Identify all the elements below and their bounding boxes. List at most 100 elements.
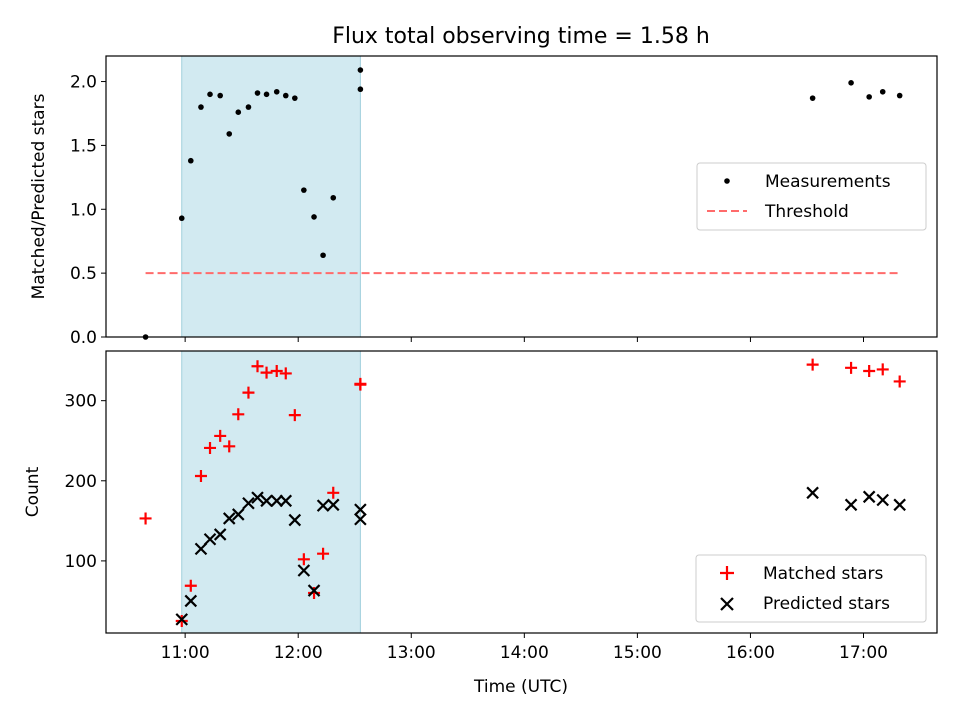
matched-star-point	[232, 408, 245, 421]
matched-star-point	[845, 361, 858, 374]
predicted-star-point	[844, 498, 858, 512]
measurement-points	[142, 67, 903, 340]
top-observing-band	[181, 55, 361, 338]
bottom-legend: Matched stars Predicted stars	[695, 554, 927, 623]
measurement-point	[809, 95, 816, 101]
bottom-y-tick-label: 300	[65, 392, 97, 412]
predicted-star-point	[203, 532, 217, 546]
measurement-point	[187, 157, 194, 164]
predicted-star-point	[213, 528, 227, 541]
legend-matched-label: Matched stars	[763, 564, 883, 584]
bottom-plot-frame	[105, 350, 938, 634]
matched-star-point	[270, 365, 283, 378]
predicted-star-point	[862, 490, 876, 504]
top-panel: 0.00.51.01.52.0 Matched/Predicted stars …	[29, 55, 938, 348]
matched-star-point	[893, 375, 906, 388]
legend-predicted-marker	[720, 597, 734, 611]
predicted-star-point	[806, 486, 819, 500]
bottom-panel: 100 200 300 11:00 12:00 13:00 14:00 15:00 16:00 1…	[23, 350, 938, 697]
x-tick-label: 13:00	[387, 643, 436, 663]
predicted-star-point	[326, 498, 340, 512]
top-y-tick-label: 0.0	[70, 328, 97, 348]
top-axes: 0.0 0.5 1.0 1.5 2.0	[70, 73, 865, 348]
matched-star-point	[863, 365, 876, 378]
x-tick-label: 12:00	[274, 643, 323, 663]
measurement-point	[226, 131, 233, 137]
predicted-star-point	[297, 564, 311, 577]
legend-measurements-marker	[724, 178, 730, 184]
matched-star-point	[279, 367, 292, 380]
matched-star-point	[175, 614, 188, 627]
measurement-point	[207, 91, 213, 98]
predicted-star-point	[222, 512, 236, 525]
matched-star-point	[288, 409, 301, 422]
predicted-star-point	[232, 508, 245, 521]
bottom-y-axis-label: Count	[23, 466, 43, 517]
measurement-point	[330, 194, 337, 201]
bottom-axes: 100 200 300 11:00 12:00 13:00 14:00 15:00 16:00 1…	[65, 392, 888, 663]
x-tick-label: 11:00	[161, 643, 210, 663]
matched-star-point	[327, 486, 340, 499]
x-tick-label: 15:00	[613, 643, 662, 663]
predicted-star-point	[194, 542, 208, 556]
matched-star-point	[308, 586, 321, 599]
matched-star-point	[251, 360, 264, 373]
measurement-point	[245, 104, 252, 110]
predicted-star-point	[354, 512, 367, 526]
x-tick-label: 16:00	[726, 643, 775, 663]
matched-star-point	[139, 512, 152, 525]
measurement-point	[879, 88, 886, 95]
legend-threshold-label: Threshold	[764, 202, 849, 222]
matched-star-point	[876, 363, 889, 376]
predicted-star-point	[288, 513, 302, 527]
matched-star-point	[223, 440, 236, 453]
measurement-point	[198, 104, 204, 110]
bottom-y-tick-label: 200	[65, 472, 97, 492]
predicted-star-point	[270, 494, 283, 508]
predicted-star-point	[893, 498, 906, 512]
predicted-star-point	[184, 594, 198, 608]
predicted-star-point	[876, 493, 890, 507]
matched-star-point	[260, 366, 273, 379]
matched-star-point	[297, 553, 310, 566]
measurement-point	[896, 92, 903, 99]
predicted-star-point	[279, 494, 293, 508]
matched-star-point	[317, 547, 330, 560]
legend-measurements-label: Measurements	[765, 172, 891, 192]
measurement-point	[848, 80, 854, 86]
measurement-point	[357, 86, 364, 93]
matched-star-point	[806, 358, 819, 371]
measurement-point	[217, 92, 223, 99]
matched-star-point	[214, 429, 227, 442]
measurement-point	[866, 94, 872, 100]
predicted-star-point	[242, 496, 255, 510]
matched-star-point	[354, 378, 367, 391]
measurement-point	[292, 95, 298, 101]
top-plot-frame	[105, 55, 938, 338]
matched-star-point	[194, 469, 207, 482]
predicted-star-point	[260, 494, 273, 508]
top-y-tick-label: 1.5	[70, 136, 97, 156]
matched-star-point	[242, 386, 255, 399]
measurement-point	[263, 91, 270, 98]
measurement-point	[273, 88, 280, 95]
measurement-point	[320, 252, 326, 259]
bottom-legend-box	[695, 554, 927, 623]
top-legend-box	[696, 162, 927, 231]
x-tick-label: 17:00	[839, 643, 888, 663]
measurement-point	[357, 67, 364, 73]
top-legend: Measurements Threshold	[696, 162, 927, 231]
top-y-tick-label: 1.0	[70, 200, 97, 220]
x-tick-label: 14:00	[500, 643, 549, 663]
bottom-y-tick-label: 100	[65, 552, 97, 572]
top-y-axis-label: Matched/Predicted stars	[29, 93, 49, 299]
top-y-tick-label: 2.0	[70, 73, 97, 93]
measurement-point	[178, 215, 185, 222]
legend-matched-marker	[720, 566, 734, 580]
measurement-point	[254, 90, 261, 96]
matched-star-point	[184, 579, 197, 592]
predicted-star-point	[316, 499, 330, 512]
predicted-star-point	[175, 613, 189, 626]
measurement-point	[235, 109, 242, 115]
